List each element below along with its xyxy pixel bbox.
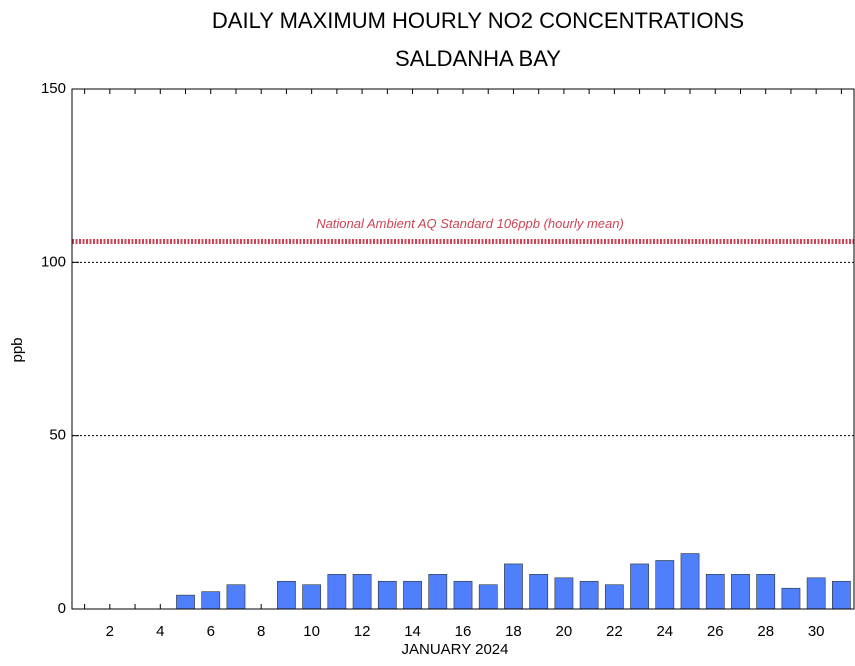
x-tick-label: 22	[606, 623, 623, 640]
x-tick-label: 30	[808, 623, 825, 640]
bar	[403, 580, 422, 610]
bar	[478, 584, 498, 610]
chart-title: DAILY MAXIMUM HOURLY NO2 CONCENTRATIONS	[212, 8, 744, 33]
bar	[352, 574, 372, 610]
bar	[176, 594, 195, 610]
x-tick-label: 8	[257, 623, 265, 640]
plot-frame	[71, 88, 855, 610]
bar	[504, 563, 523, 610]
bar	[428, 574, 448, 610]
chart-subtitle: SALDANHA BAY	[395, 46, 561, 71]
x-tick-label: 18	[505, 623, 522, 640]
y-tick-label: 50	[49, 427, 66, 444]
bar	[327, 574, 347, 610]
y-axis-label: ppb	[9, 337, 26, 362]
x-tick-label: 20	[556, 623, 573, 640]
bar	[781, 587, 801, 610]
y-tick-label: 0	[58, 600, 66, 617]
x-tick-label: 24	[656, 623, 673, 640]
bar	[680, 553, 700, 610]
x-tick-label: 26	[707, 623, 724, 640]
bar	[302, 584, 322, 610]
y-tick-label: 100	[41, 253, 66, 270]
bar	[201, 591, 221, 610]
bar	[604, 584, 624, 610]
bar	[806, 577, 826, 610]
bar	[529, 574, 549, 610]
bar	[832, 580, 851, 610]
y-tick-label: 150	[41, 80, 66, 97]
x-tick-label: 4	[156, 623, 164, 640]
bar	[226, 584, 246, 610]
bar	[731, 574, 750, 610]
bar	[756, 574, 776, 610]
x-tick-label: 28	[757, 623, 774, 640]
standard-label: National Ambient AQ Standard 106ppb (hou…	[316, 216, 624, 231]
bar	[655, 560, 675, 610]
bar	[554, 577, 574, 610]
x-axis-label: JANUARY 2024	[401, 641, 508, 658]
x-tick-label: 12	[354, 623, 371, 640]
bar	[453, 580, 473, 610]
x-tick-label: 14	[404, 623, 421, 640]
bar	[630, 563, 649, 610]
x-tick-label: 16	[455, 623, 472, 640]
bar	[277, 580, 296, 610]
bar	[705, 574, 725, 610]
bar	[579, 580, 599, 610]
x-tick-label: 2	[106, 623, 114, 640]
bar	[377, 580, 397, 610]
x-tick-label: 10	[303, 623, 320, 640]
x-tick-label: 6	[207, 623, 215, 640]
